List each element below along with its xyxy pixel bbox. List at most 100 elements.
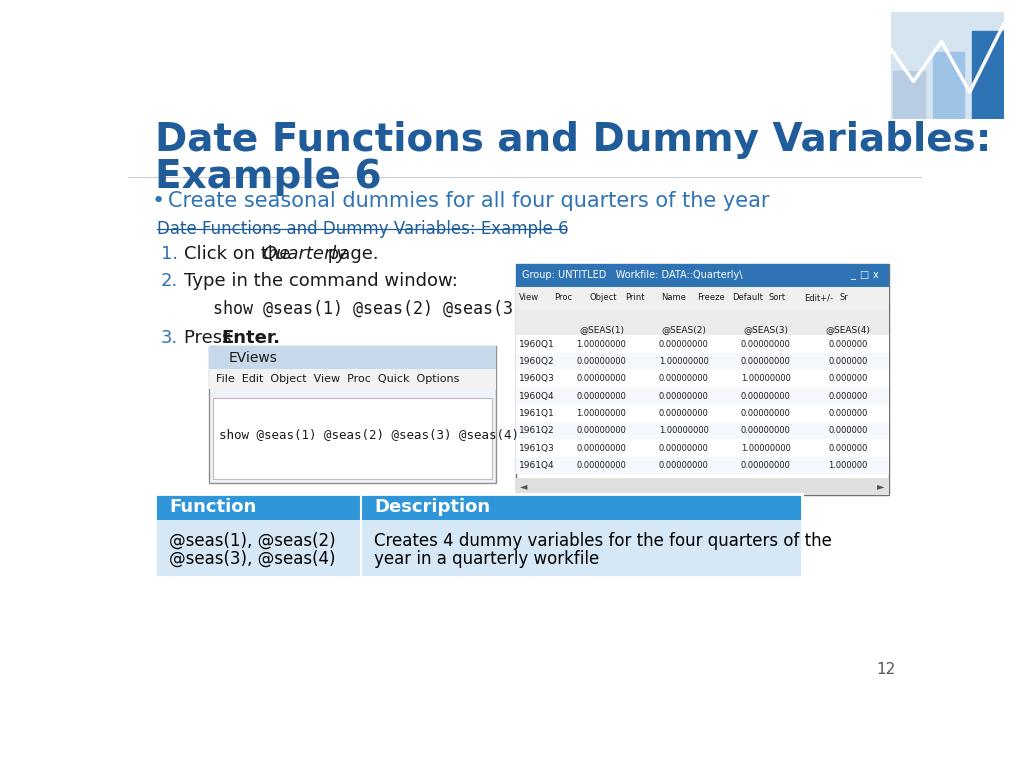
Text: 1960Q1: 1960Q1	[518, 339, 554, 349]
Text: Object: Object	[590, 293, 617, 303]
Bar	[209, 346, 496, 483]
Text: x: x	[873, 270, 879, 280]
Text: 0.000000: 0.000000	[828, 392, 867, 401]
Bar	[515, 353, 889, 370]
Text: Sort: Sort	[768, 293, 785, 303]
Text: 1.00000000: 1.00000000	[577, 409, 627, 418]
Bar	[515, 405, 889, 422]
Text: View: View	[518, 293, 539, 303]
Text: show @seas(1) @seas(2) @seas(3) @seas(4): show @seas(1) @seas(2) @seas(3) @seas(4)	[219, 428, 519, 441]
Text: 0.00000000: 0.00000000	[741, 409, 791, 418]
Text: 0.00000000: 0.00000000	[658, 374, 709, 383]
Text: Quarterly: Quarterly	[262, 245, 347, 263]
Text: Press: Press	[183, 329, 237, 347]
Text: Type in the command window:: Type in the command window:	[183, 272, 458, 290]
Bar	[515, 478, 889, 495]
Text: Sr: Sr	[840, 293, 848, 303]
Text: Description: Description	[375, 498, 490, 516]
Bar	[213, 398, 493, 478]
Text: Date Functions and Dummy Variables:: Date Functions and Dummy Variables:	[155, 121, 991, 160]
Text: 1960Q4: 1960Q4	[518, 392, 554, 401]
Text: 0.00000000: 0.00000000	[577, 374, 627, 383]
Bar	[155, 520, 802, 578]
Text: year in a quarterly workfile: year in a quarterly workfile	[375, 550, 600, 568]
Text: 0.00000000: 0.00000000	[577, 392, 627, 401]
Text: 0.00000000: 0.00000000	[658, 461, 709, 470]
Bar	[515, 370, 889, 387]
Text: @seas(1), @seas(2): @seas(1), @seas(2)	[169, 532, 336, 550]
Text: @SEAS(1): @SEAS(1)	[579, 325, 624, 334]
Text: 1.00000000: 1.00000000	[741, 444, 791, 452]
Bar	[515, 439, 889, 457]
Text: 1.00000000: 1.00000000	[577, 339, 627, 349]
Text: _: _	[850, 270, 855, 280]
Bar	[155, 494, 802, 520]
Text: @SEAS(4): @SEAS(4)	[825, 325, 870, 334]
Bar	[515, 287, 889, 309]
Text: @SEAS(3): @SEAS(3)	[743, 325, 788, 334]
Text: 0.000000: 0.000000	[828, 339, 867, 349]
Bar	[515, 422, 889, 439]
Text: Freeze: Freeze	[697, 293, 725, 303]
Text: 1.00000000: 1.00000000	[658, 426, 709, 435]
Bar	[515, 387, 889, 405]
Text: 0.00000000: 0.00000000	[658, 392, 709, 401]
Bar	[209, 346, 496, 369]
Text: ►: ►	[877, 482, 885, 492]
Text: Create seasonal dummies for all four quarters of the year: Create seasonal dummies for all four qua…	[168, 190, 770, 210]
Text: File  Edit  Object  View  Proc  Quick  Options: File Edit Object View Proc Quick Options	[216, 374, 459, 384]
Bar	[515, 264, 889, 495]
Text: 1.00000000: 1.00000000	[741, 374, 791, 383]
Text: 1.00000000: 1.00000000	[658, 357, 709, 366]
Bar	[155, 494, 802, 578]
Text: 12: 12	[876, 662, 895, 677]
Text: 0.00000000: 0.00000000	[577, 461, 627, 470]
Text: 0.00000000: 0.00000000	[577, 444, 627, 452]
Text: 1961Q2: 1961Q2	[518, 426, 554, 435]
Text: 1960Q2: 1960Q2	[518, 357, 554, 366]
Text: 0.000000: 0.000000	[828, 374, 867, 383]
Text: EViews: EViews	[228, 351, 278, 365]
Text: 0.000000: 0.000000	[828, 426, 867, 435]
Text: 0.000000: 0.000000	[828, 444, 867, 452]
Text: 2.: 2.	[161, 272, 178, 290]
Text: 0.00000000: 0.00000000	[741, 461, 791, 470]
Text: 1961Q1: 1961Q1	[518, 409, 554, 418]
Text: 0.00000000: 0.00000000	[741, 357, 791, 366]
Text: 0.00000000: 0.00000000	[741, 339, 791, 349]
Text: •: •	[152, 190, 165, 210]
Text: 1.000000: 1.000000	[828, 461, 867, 470]
Text: 0.000000: 0.000000	[828, 357, 867, 366]
Bar	[515, 264, 889, 287]
Text: □: □	[859, 270, 869, 280]
Bar	[209, 369, 496, 389]
Text: 1.: 1.	[161, 245, 178, 263]
Bar	[933, 52, 965, 119]
Text: Proc: Proc	[554, 293, 572, 303]
Text: 1961Q4: 1961Q4	[518, 461, 554, 470]
Text: Date Functions and Dummy Variables: Example 6: Date Functions and Dummy Variables: Exam…	[158, 220, 569, 238]
Text: Name: Name	[662, 293, 686, 303]
Text: 0.00000000: 0.00000000	[658, 444, 709, 452]
Text: ◄: ◄	[520, 482, 527, 492]
Bar	[515, 457, 889, 474]
Text: Default: Default	[732, 293, 763, 303]
Text: Function: Function	[169, 498, 256, 516]
Text: Example 6: Example 6	[155, 158, 382, 197]
Text: 0.00000000: 0.00000000	[741, 426, 791, 435]
Text: 1961Q3: 1961Q3	[518, 444, 554, 452]
Text: Print: Print	[626, 293, 645, 303]
Text: 0.00000000: 0.00000000	[658, 409, 709, 418]
Text: 0.000000: 0.000000	[828, 409, 867, 418]
Text: 0.00000000: 0.00000000	[577, 426, 627, 435]
Text: Edit+/-: Edit+/-	[804, 293, 833, 303]
Text: Click on the: Click on the	[183, 245, 296, 263]
Text: Enter.: Enter.	[221, 329, 280, 347]
Text: 0.00000000: 0.00000000	[741, 392, 791, 401]
Bar	[515, 309, 889, 336]
Text: @seas(3), @seas(4): @seas(3), @seas(4)	[169, 550, 336, 568]
Text: Group: UNTITLED   Workfile: DATA::Quarterly\: Group: UNTITLED Workfile: DATA::Quarterl…	[521, 270, 742, 280]
Bar	[515, 336, 889, 353]
Bar	[893, 71, 925, 119]
Text: 0.00000000: 0.00000000	[658, 339, 709, 349]
